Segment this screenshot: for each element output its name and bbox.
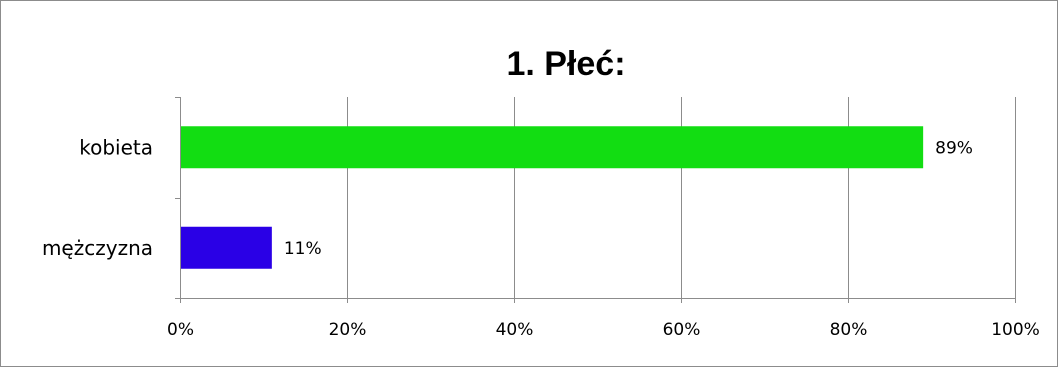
- labels: 0% 20% 40% 60% 80% 100% kobieta 89% mężczyzna 11%: [42, 135, 1040, 340]
- data-label-mężczyzna: 11%: [284, 239, 322, 259]
- bar-kobieta: [181, 126, 924, 169]
- bars: [181, 126, 924, 269]
- x-tick-label-0: 0%: [167, 320, 194, 340]
- category-label-kobieta: kobieta: [79, 135, 153, 159]
- bar-mężczyzna: [181, 226, 272, 269]
- axes: [175, 97, 1016, 303]
- x-tick-label-80: 80%: [830, 320, 868, 340]
- x-tick-label-20: 20%: [329, 320, 367, 340]
- x-tick-label-100: 100%: [991, 320, 1040, 340]
- chart-title: 1. Płeć:: [506, 45, 625, 83]
- data-label-kobieta: 89%: [935, 138, 973, 158]
- x-tick-label-40: 40%: [496, 320, 534, 340]
- x-tick-label-60: 60%: [663, 320, 701, 340]
- category-label-mężczyzna: mężczyzna: [42, 236, 153, 260]
